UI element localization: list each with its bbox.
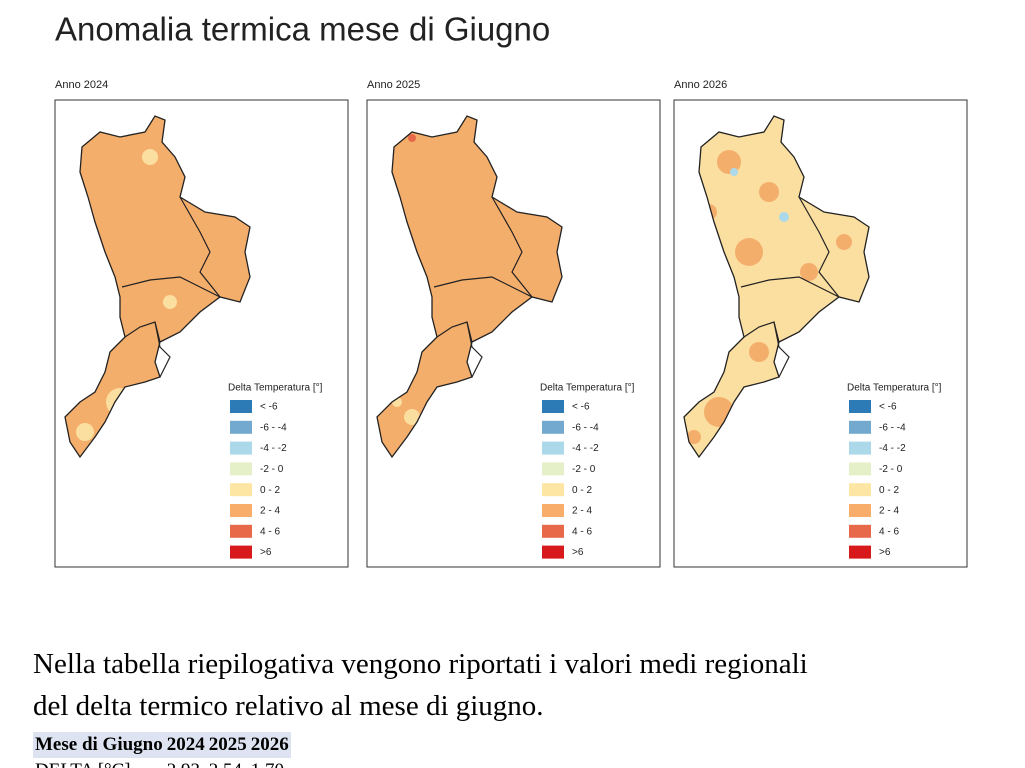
province-border (773, 321, 790, 378)
header-cell: Mese di Giugno (33, 732, 165, 758)
legend-swatch (542, 441, 564, 455)
region-shape (377, 116, 562, 457)
legend-title: Delta Temperatura [°] (228, 383, 323, 394)
legend-label: < -6 (572, 402, 590, 413)
legend-swatch (849, 504, 871, 517)
legend-swatch (542, 524, 564, 538)
anomaly-patch (687, 430, 701, 444)
legend-label: -2 - 0 (260, 464, 284, 475)
legend-swatch (542, 545, 564, 559)
legend-label: >6 (260, 547, 272, 558)
legend-label: 4 - 6 (879, 526, 899, 537)
legend-label: 2 - 4 (572, 506, 592, 517)
legend-label: -6 - -4 (260, 422, 287, 433)
province-border (433, 276, 533, 298)
legend-swatch (849, 420, 871, 434)
summary-table: Mese di Giugno 2024 2025 2026 DELTA [°C]… (33, 732, 291, 768)
province-border (466, 321, 483, 378)
cell: 2,93 (165, 758, 207, 768)
anomaly-patch (76, 423, 94, 441)
legend-swatch (230, 420, 252, 434)
anomaly-patch (836, 234, 852, 250)
title: Anomalia termica mese di Giugno (55, 11, 550, 48)
legend-swatch (230, 441, 252, 455)
map-label: Anno 2025 (367, 79, 420, 91)
map (376, 115, 563, 459)
province-border (740, 276, 840, 298)
cell: DELTA [°C] (33, 758, 165, 768)
legend-label: -2 - 0 (572, 464, 596, 475)
province-border (491, 196, 533, 298)
province-border (798, 196, 840, 298)
legend-title: Delta Temperatura [°] (540, 383, 635, 394)
legend-label: -6 - -4 (879, 422, 906, 433)
paragraph-line: del delta termico relativo al mese di gi… (33, 690, 544, 722)
legend-label: -4 - -2 (572, 443, 599, 454)
legend-swatch (230, 462, 252, 476)
anomaly-patch (730, 168, 738, 176)
anomaly-patch (404, 409, 420, 425)
legend-label: -4 - -2 (879, 443, 906, 454)
paragraph-line: Nella tabella riepilogativa vengono ripo… (33, 648, 808, 680)
legend-swatch (849, 462, 871, 476)
anomaly-patch (749, 342, 769, 362)
legend-label: 4 - 6 (260, 526, 280, 537)
cell: 1,70 (249, 758, 291, 768)
legend-label: 2 - 4 (260, 506, 280, 517)
legend-swatch (230, 400, 252, 413)
legend-label: 4 - 6 (572, 526, 592, 537)
anomaly-patch (759, 182, 779, 202)
anomaly-patch (163, 295, 177, 309)
legend-swatch (849, 524, 871, 538)
legend-swatch (849, 483, 871, 497)
anomaly-patch (800, 263, 818, 281)
legend-swatch (542, 483, 564, 497)
legend-label: -2 - 0 (879, 464, 903, 475)
header-cell: 2026 (248, 732, 291, 758)
legend-swatch (849, 545, 871, 559)
legend-label: >6 (879, 547, 891, 558)
legend-label: 0 - 2 (260, 485, 280, 496)
legend-label: 0 - 2 (572, 485, 592, 496)
legend-label: >6 (572, 547, 584, 558)
maps-figure: Anomalia termica mese di Giugno Anno 202… (54, 11, 968, 568)
province-border (179, 196, 221, 298)
province-border (154, 321, 171, 378)
region-shape (684, 116, 869, 457)
legend-swatch (542, 420, 564, 434)
legend-swatch (542, 400, 564, 413)
anomaly-patch (735, 238, 763, 266)
anomaly-patch (717, 150, 741, 174)
cell: 2,54 (207, 758, 249, 768)
anomaly-patch (779, 212, 789, 222)
legend-swatch (230, 483, 252, 497)
table-header: Mese di Giugno 2024 2025 2026 (33, 732, 291, 758)
anomaly-patch (408, 134, 416, 142)
legend-label: < -6 (879, 402, 897, 413)
legend-swatch (230, 524, 252, 538)
province-border (121, 276, 221, 298)
legend-swatch (542, 462, 564, 476)
legend-swatch (542, 504, 564, 517)
legend-label: 0 - 2 (879, 485, 899, 496)
map-label: Anno 2026 (674, 79, 727, 91)
legend-label: -4 - -2 (260, 443, 287, 454)
map (64, 115, 251, 459)
header-cell: 2025 (206, 732, 249, 758)
table-row: DELTA [°C] 2,93 2,54 1,70 (33, 758, 291, 768)
region-shape (65, 116, 250, 457)
map (683, 115, 870, 459)
legend-label: 2 - 4 (879, 506, 899, 517)
legend-title: Delta Temperatura [°] (847, 383, 942, 394)
legend-label: -6 - -4 (572, 422, 599, 433)
map-label: Anno 2024 (55, 79, 108, 91)
legend-label: < -6 (260, 402, 278, 413)
legend-swatch (230, 504, 252, 517)
legend-swatch (849, 400, 871, 413)
legend-swatch (849, 441, 871, 455)
header-cell: 2024 (164, 732, 207, 758)
legend-swatch (230, 545, 252, 559)
anomaly-patch (142, 149, 158, 165)
